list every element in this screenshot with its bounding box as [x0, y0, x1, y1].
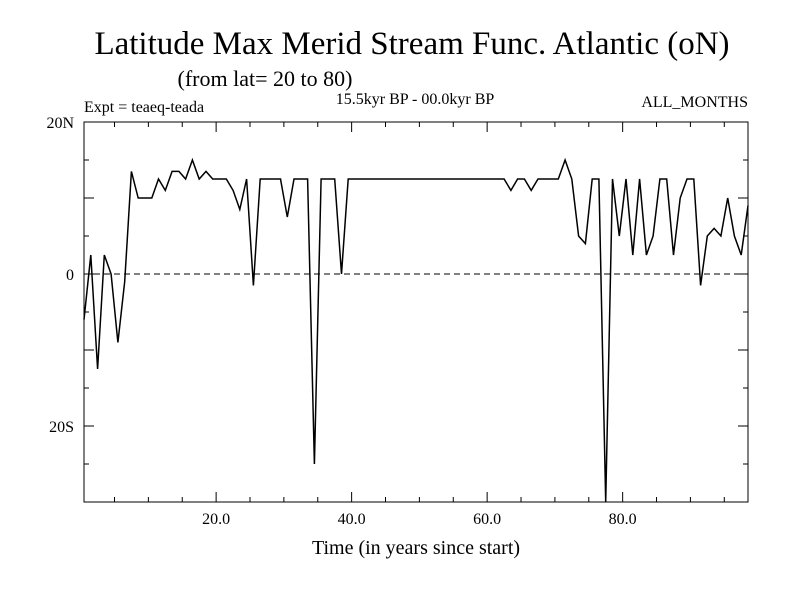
period-label: 15.5kyr BP - 00.0kyr BP — [336, 91, 495, 108]
chart-subtitle: (from lat= 20 to 80) — [178, 66, 353, 91]
months-label: ALL_MONTHS — [641, 94, 748, 111]
x-axis-label: Time (in years since start) — [312, 537, 520, 559]
x-tick-label: 60.0 — [473, 511, 501, 528]
x-tick-label: 80.0 — [609, 511, 637, 528]
tick-labels: 20.0 40.0 60.0 80.0 20S 0 20N — [46, 115, 636, 528]
x-tick-label: 20.0 — [202, 511, 230, 528]
x-tick-label: 40.0 — [338, 511, 366, 528]
chart-title: Latitude Max Merid Stream Func. Atlantic… — [94, 26, 729, 62]
plot-frame — [83, 121, 749, 503]
y-tick-label: 0 — [66, 267, 74, 284]
series-line — [83, 157, 749, 503]
experiment-label: Expt = teaeq-teada — [84, 99, 204, 116]
y-tick-label: 20S — [49, 419, 74, 436]
y-tick-label: 20N — [46, 115, 74, 132]
